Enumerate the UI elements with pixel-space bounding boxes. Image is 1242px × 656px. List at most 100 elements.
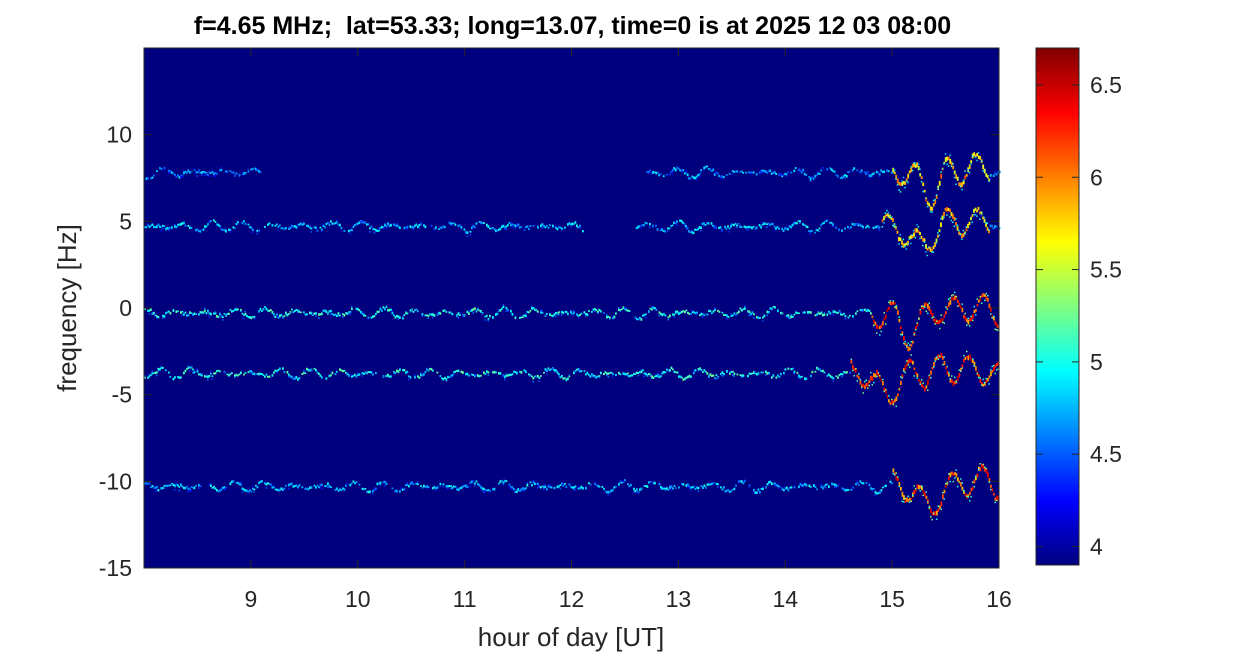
- trace-speckle: [935, 242, 938, 245]
- trace-point: [687, 375, 689, 379]
- trace-point: [767, 222, 770, 225]
- trace-point: [789, 486, 791, 489]
- trace-speckle: [785, 175, 788, 177]
- trace-speckle: [180, 175, 182, 177]
- trace-point: [576, 368, 578, 371]
- trace-point: [409, 376, 412, 379]
- trace-point: [682, 221, 684, 224]
- trace-point: [519, 226, 521, 229]
- trace-point: [472, 374, 475, 376]
- trace-speckle: [945, 483, 947, 485]
- trace-point: [159, 225, 161, 228]
- trace-speckle: [907, 364, 909, 366]
- trace-speckle: [799, 222, 801, 224]
- trace-point: [982, 293, 985, 297]
- trace-point: [872, 172, 875, 175]
- trace-point: [304, 372, 307, 374]
- trace-speckle: [288, 375, 290, 378]
- trace-speckle: [945, 306, 947, 308]
- trace-speckle: [349, 233, 351, 235]
- trace-point: [625, 309, 628, 312]
- trace-speckle: [208, 220, 210, 223]
- trace-point: [904, 498, 907, 503]
- trace-speckle: [893, 224, 896, 226]
- trace-point: [677, 167, 680, 170]
- trace-point: [900, 326, 902, 330]
- trace-point: [985, 173, 988, 177]
- trace-point: [817, 229, 819, 232]
- trace-point: [546, 225, 548, 227]
- trace-point: [382, 226, 385, 229]
- trace-speckle: [795, 310, 797, 313]
- trace-point: [664, 314, 667, 317]
- trace-point: [208, 171, 211, 174]
- trace-speckle: [363, 312, 365, 315]
- trace-point: [973, 362, 976, 367]
- y-axis-label: frequency [Hz]: [52, 224, 82, 392]
- trace-point: [693, 485, 695, 489]
- trace-point: [307, 224, 310, 228]
- trace-speckle: [661, 227, 663, 230]
- trace-point: [934, 199, 937, 204]
- trace-point: [916, 162, 919, 168]
- trace-point: [358, 309, 361, 312]
- trace-point: [846, 371, 848, 374]
- trace-point: [709, 310, 712, 313]
- trace-speckle: [948, 473, 950, 475]
- trace-point: [520, 371, 523, 374]
- trace-point: [847, 489, 850, 491]
- trace-speckle: [976, 159, 978, 162]
- trace-speckle: [673, 315, 675, 318]
- trace-speckle: [510, 487, 512, 489]
- trace-point: [420, 223, 422, 226]
- trace-speckle: [997, 368, 999, 370]
- trace-point: [237, 482, 239, 484]
- trace-speckle: [502, 483, 504, 486]
- trace-point: [552, 224, 554, 228]
- trace-point: [615, 373, 617, 377]
- trace-point: [756, 491, 758, 494]
- trace-speckle: [943, 163, 945, 165]
- trace-point: [886, 394, 889, 399]
- trace-speckle: [351, 228, 353, 230]
- trace-point: [430, 313, 433, 316]
- trace-point: [928, 375, 931, 380]
- trace-point: [682, 310, 685, 313]
- trace-point: [372, 490, 374, 493]
- trace-point: [737, 223, 740, 225]
- trace-point: [823, 313, 826, 316]
- trace-speckle: [336, 220, 338, 222]
- trace-point: [748, 171, 751, 174]
- trace-speckle: [474, 484, 476, 487]
- trace-point: [219, 313, 221, 316]
- trace-point: [607, 372, 610, 375]
- trace-point: [258, 481, 260, 485]
- trace-point: [405, 311, 407, 315]
- trace-point: [450, 485, 452, 487]
- trace-point: [229, 170, 232, 172]
- trace-point: [502, 224, 505, 228]
- trace-point: [448, 376, 451, 379]
- trace-point: [832, 170, 835, 173]
- trace-point: [881, 170, 884, 173]
- trace-point: [577, 367, 580, 371]
- trace-speckle: [685, 170, 687, 172]
- trace-speckle: [361, 220, 363, 223]
- trace-point: [948, 476, 950, 481]
- trace-speckle: [861, 386, 863, 389]
- trace-point: [925, 197, 928, 202]
- trace-speckle: [914, 236, 917, 239]
- trace-point: [474, 482, 476, 485]
- trace-point: [960, 368, 962, 372]
- trace-speckle: [516, 489, 518, 491]
- trace-speckle: [409, 481, 411, 484]
- trace-speckle: [385, 481, 387, 484]
- trace-point: [333, 222, 335, 225]
- trace-point: [784, 368, 787, 371]
- trace-point: [887, 170, 890, 173]
- trace-speckle: [427, 317, 429, 319]
- trace-point: [968, 164, 971, 169]
- trace-point: [175, 483, 178, 486]
